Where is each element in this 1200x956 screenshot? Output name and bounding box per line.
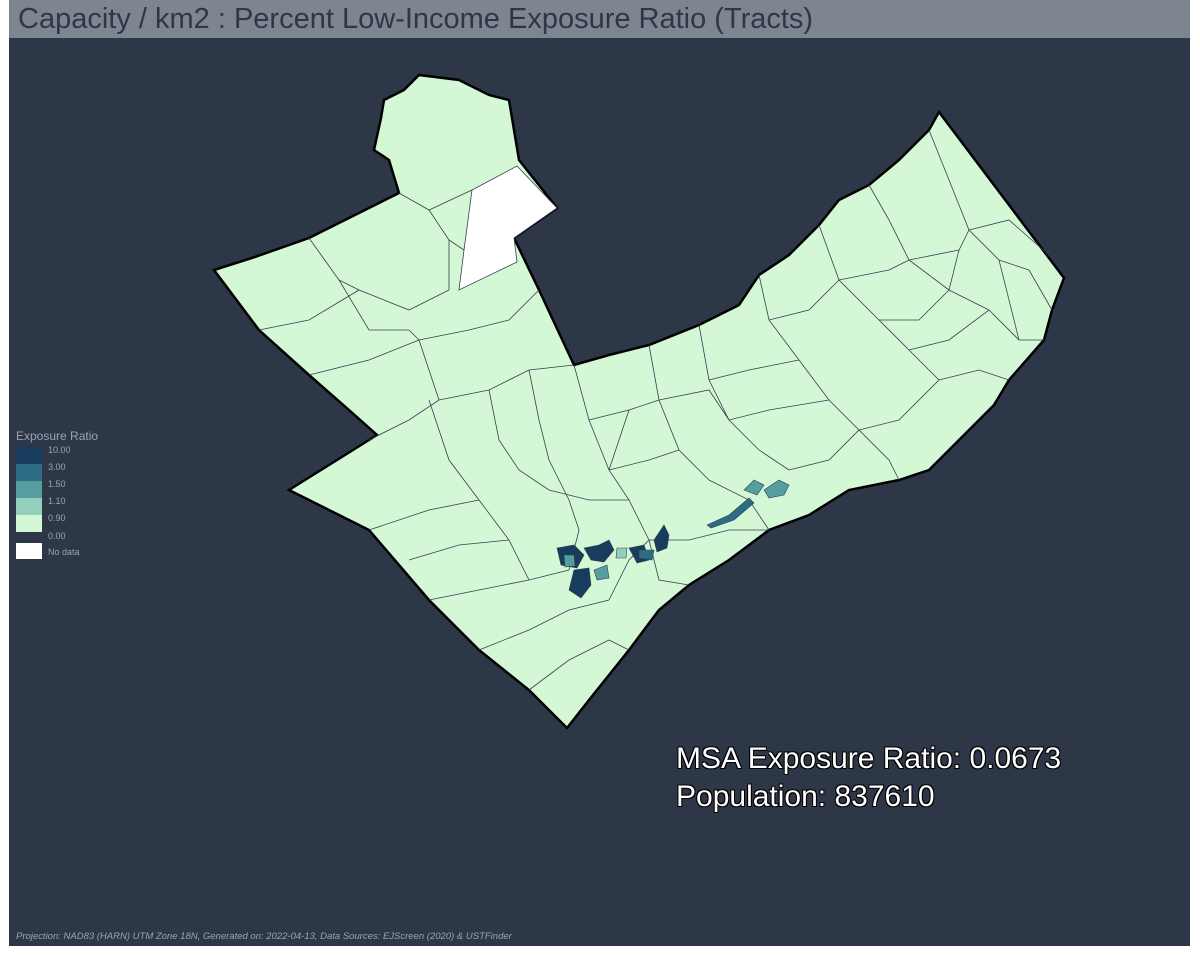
title-bar: Capacity / km2 : Percent Low-Income Expo… <box>9 0 1190 38</box>
legend-no-data-swatch <box>16 543 42 559</box>
legend-label: 3.00 <box>48 462 66 472</box>
legend-label: 1.10 <box>48 496 66 506</box>
legend-swatch-class-4 <box>16 447 42 464</box>
msa-region <box>211 73 1066 730</box>
no-data-tract <box>458 165 558 291</box>
legend-label: 10.00 <box>48 445 71 455</box>
legend-label: 1.50 <box>48 479 66 489</box>
legend-swatch-class-0 <box>16 515 42 532</box>
legend-title: Exposure Ratio <box>16 429 99 443</box>
legend-label: 0.90 <box>48 513 66 523</box>
map-frame: Capacity / km2 : Percent Low-Income Expo… <box>9 0 1190 946</box>
choropleth-map <box>211 73 1066 730</box>
map-title: Capacity / km2 : Percent Low-Income Expo… <box>18 3 814 35</box>
legend-swatch-class-3 <box>16 464 42 481</box>
legend-no-data-label: No data <box>48 547 80 557</box>
map-legend: Exposure Ratio 10.00 3.00 1.50 1.10 0.90… <box>16 429 136 587</box>
legend-scale: 10.00 3.00 1.50 1.10 0.90 0.00 No data <box>16 445 136 587</box>
map-footer: Projection: NAD83 (HARN) UTM Zone 18N, G… <box>16 931 512 942</box>
tract-boundaries <box>258 129 1053 691</box>
legend-swatch-class-1 <box>16 498 42 515</box>
population: Population: 837610 <box>676 780 935 813</box>
legend-label: 0.00 <box>48 531 66 541</box>
stats-annotation: MSA Exposure Ratio: 0.0673 Population: 8… <box>676 740 1061 816</box>
legend-swatch-class-2 <box>16 481 42 498</box>
msa-exposure-ratio: MSA Exposure Ratio: 0.0673 <box>676 742 1062 775</box>
high-exposure-tracts <box>556 479 790 599</box>
